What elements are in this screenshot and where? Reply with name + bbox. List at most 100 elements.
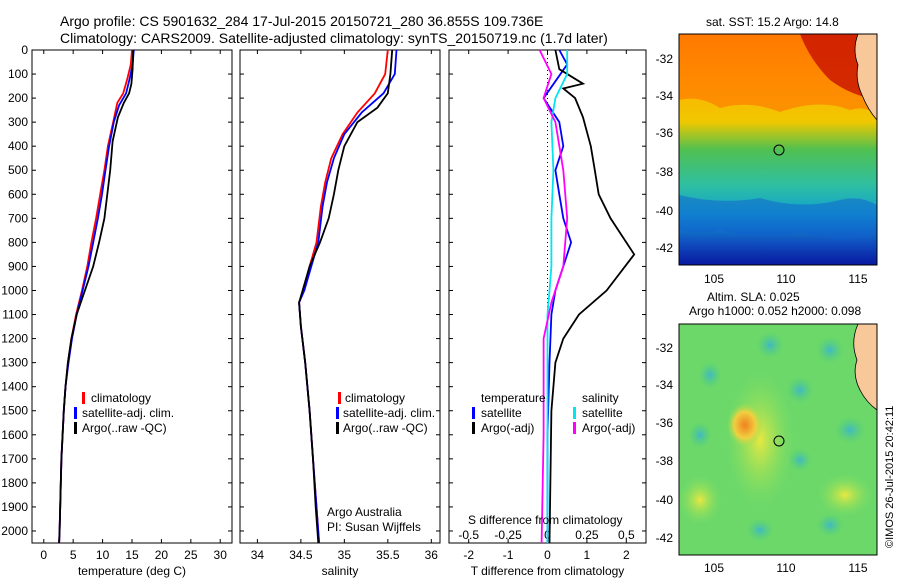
x-tick-label: -1 [503,548,514,562]
sst-argo-location-marker [773,144,785,156]
sla-land-australia [853,323,878,411]
x-top-tick-label: 0.5 [618,528,635,542]
sla-ytick: -42 [656,531,674,545]
sst-ytick: -32 [656,52,674,66]
depth-tick-label: 1000 [1,283,28,297]
sla-low-anomaly [816,336,844,364]
legend-salinity-title: salinity [582,391,619,405]
temperature-panel: 0100200300400500600700800900100011001200… [1,43,233,578]
x-axis-label: T difference from climatology [471,564,625,578]
depth-tick-label: 1700 [1,452,28,466]
x-tick-label: 15 [125,548,139,562]
figure-title-line2: Climatology: CARS2009. Satellite-adjuste… [60,30,608,46]
legend-swatch-climatology [338,392,341,404]
depth-tick-label: 1200 [1,332,28,346]
legend-swatch-argo [74,422,77,434]
sla-low-anomaly [746,518,774,542]
legend-label-argo: Argo(..raw -QC) [82,421,167,435]
sla-map-title-line2: Argo h1000: 0.052 h2000: 0.098 [689,304,861,318]
sst-map: sat. SST: 15.2 Argo: 14.8 -32 -34 -36 -3… [656,15,878,286]
depth-tick-label: 600 [8,187,28,201]
series-line-temperature-argo-adj- [548,49,636,544]
series-line-argo-raw-qc- [58,49,135,544]
legend-label-temp-argo: Argo(-adj) [481,421,534,435]
imos-timestamp: ©IMOS 26-Jul-2015 20:42:11 [884,406,896,548]
depth-tick-label: 700 [8,211,28,225]
salinity-panel: 34 34.5 35 35.5 36 salinity [239,49,441,578]
depth-tick-label: 2000 [1,524,28,538]
legend-temperature-title: temperature [481,391,546,405]
sla-ytick: -40 [656,493,674,507]
depth-tick-label: 1800 [1,476,28,490]
depth-tick-label: 1900 [1,500,28,514]
salinity-annotation-line2: PI: Susan Wijffels [327,520,421,534]
legend-label-sal-argo: Argo(-adj) [582,421,635,435]
sla-low-anomaly [788,448,812,472]
sst-map-title: sat. SST: 15.2 Argo: 14.8 [706,15,839,29]
series-line-temperature-satellite [542,49,573,543]
figure-title-line1: Argo profile: CS 5901632_284 17-Jul-2015… [60,13,543,29]
sla-ytick: -34 [656,378,674,392]
sla-xtick: 115 [848,561,867,575]
depth-tick-label: 1500 [1,404,28,418]
x-top-tick-label: -0.25 [494,528,522,542]
x-tick-label: 0 [544,548,551,562]
legend-swatch-sal-satellite [573,407,576,419]
x-axis-label: temperature (deg C) [78,564,186,578]
sla-low-anomaly [834,416,866,444]
legend-swatch-temp-argo [472,422,475,434]
x-tick-label: 34 [251,548,265,562]
x-tick-label: 1 [584,548,591,562]
x-tick-label: 25 [184,548,198,562]
legend-label-temp-satellite: satellite [481,406,522,420]
sla-low-anomaly [698,361,722,389]
x-tick-label: 10 [96,548,110,562]
x-tick-label: 30 [214,548,228,562]
sla-map-title-line1: Altim. SLA: 0.025 [707,290,800,304]
sst-ytick: -42 [656,241,674,255]
legend-swatch-climatology [82,392,85,404]
legend-swatch-temp-satellite [472,407,475,419]
plot-frame [31,49,233,544]
x-tick-label: 0 [40,548,47,562]
depth-tick-label: 1100 [2,308,28,322]
legend-label-satellite: satellite-adj. clim. [82,406,174,420]
series-line-salinity-argo-adj- [538,49,569,544]
x-tick-label: 34.5 [289,548,313,562]
sla-low-anomaly [816,513,844,537]
sla-ytick: -36 [656,416,674,430]
sla-low-anomaly [688,421,712,449]
legend-label-climatology: climatology [91,391,151,405]
series-line-argo-raw-qc- [298,49,394,544]
sst-ytick: -38 [656,165,674,179]
salinity-annotation-line1: Argo Australia [327,505,402,519]
temperature-legend: climatology satellite-adj. clim. Argo(..… [74,391,174,435]
sla-high-anomaly [817,473,873,517]
sla-high-anomaly [678,475,722,525]
depth-tick-label: 0 [21,43,28,57]
depth-tick-label: 1300 [1,356,28,370]
series-line-salinity-satellite [546,50,569,543]
depth-tick-label: 1400 [1,380,28,394]
x-tick-label: 2 [623,548,630,562]
sst-ytick: -36 [656,126,674,140]
sla-ytick: -32 [656,341,674,355]
legend-label-climatology: climatology [345,391,405,405]
depth-tick-label: 1600 [1,428,28,442]
x-axis-label: salinity [322,564,359,578]
sla-map-frame [678,323,878,556]
sst-ytick: -40 [656,204,674,218]
depth-tick-label: 900 [8,259,28,273]
sst-cool-band [679,195,877,240]
sla-low-anomaly [756,331,784,359]
sst-map-frame [678,33,878,266]
salinity-legend: climatology satellite-adj. clim. Argo(..… [327,391,435,534]
sla-ytick: -38 [656,454,674,468]
sst-ytick: -34 [656,89,674,103]
sst-xtick: 105 [704,272,724,286]
sla-argo-location-marker [773,435,785,447]
sst-xtick: 115 [848,272,867,286]
sla-map: Altim. SLA: 0.025 Argo h1000: 0.052 h200… [656,290,878,575]
difference-legend: temperature satellite Argo(-adj) salinit… [468,391,635,527]
